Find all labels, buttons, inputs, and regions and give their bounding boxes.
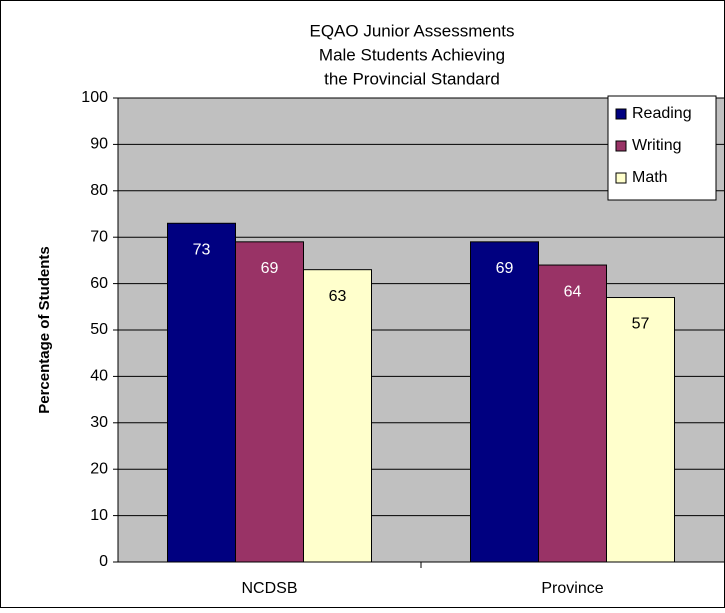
legend-label: Writing xyxy=(632,137,682,154)
data-label: 57 xyxy=(632,316,650,333)
chart-title: EQAO Junior Assessments xyxy=(309,21,514,40)
bar xyxy=(167,222,236,563)
chart-title: the Provincial Standard xyxy=(324,69,500,88)
y-tick-label: 70 xyxy=(90,228,108,245)
y-tick-label: 30 xyxy=(90,414,108,431)
y-axis-label: Percentage of Students xyxy=(36,246,53,414)
bar xyxy=(606,297,675,563)
y-tick-label: 100 xyxy=(81,89,108,106)
bar xyxy=(235,241,304,563)
legend-label: Reading xyxy=(632,105,692,122)
legend-swatch xyxy=(615,108,627,120)
data-label: 69 xyxy=(261,260,279,277)
data-label: 69 xyxy=(496,260,514,277)
y-tick-label: 20 xyxy=(90,460,108,477)
bar xyxy=(303,269,372,563)
y-tick-label: 80 xyxy=(90,182,108,199)
y-tick-label: 40 xyxy=(90,368,108,385)
y-tick-label: 0 xyxy=(99,553,108,570)
y-tick-label: 60 xyxy=(90,275,108,292)
x-tick-label: Province xyxy=(541,580,603,597)
chart-title: Male Students Achieving xyxy=(319,45,505,64)
legend-swatch xyxy=(615,140,627,152)
x-tick-label: NCDSB xyxy=(241,580,297,597)
bar xyxy=(470,241,539,563)
legend-swatch xyxy=(615,172,627,184)
y-tick-label: 90 xyxy=(90,136,108,153)
y-tick-label: 50 xyxy=(90,321,108,338)
bar xyxy=(538,264,607,563)
data-label: 73 xyxy=(193,241,211,258)
data-label: 63 xyxy=(329,288,347,305)
data-label: 64 xyxy=(564,283,582,300)
y-tick-label: 10 xyxy=(90,507,108,524)
legend-label: Math xyxy=(632,169,668,186)
